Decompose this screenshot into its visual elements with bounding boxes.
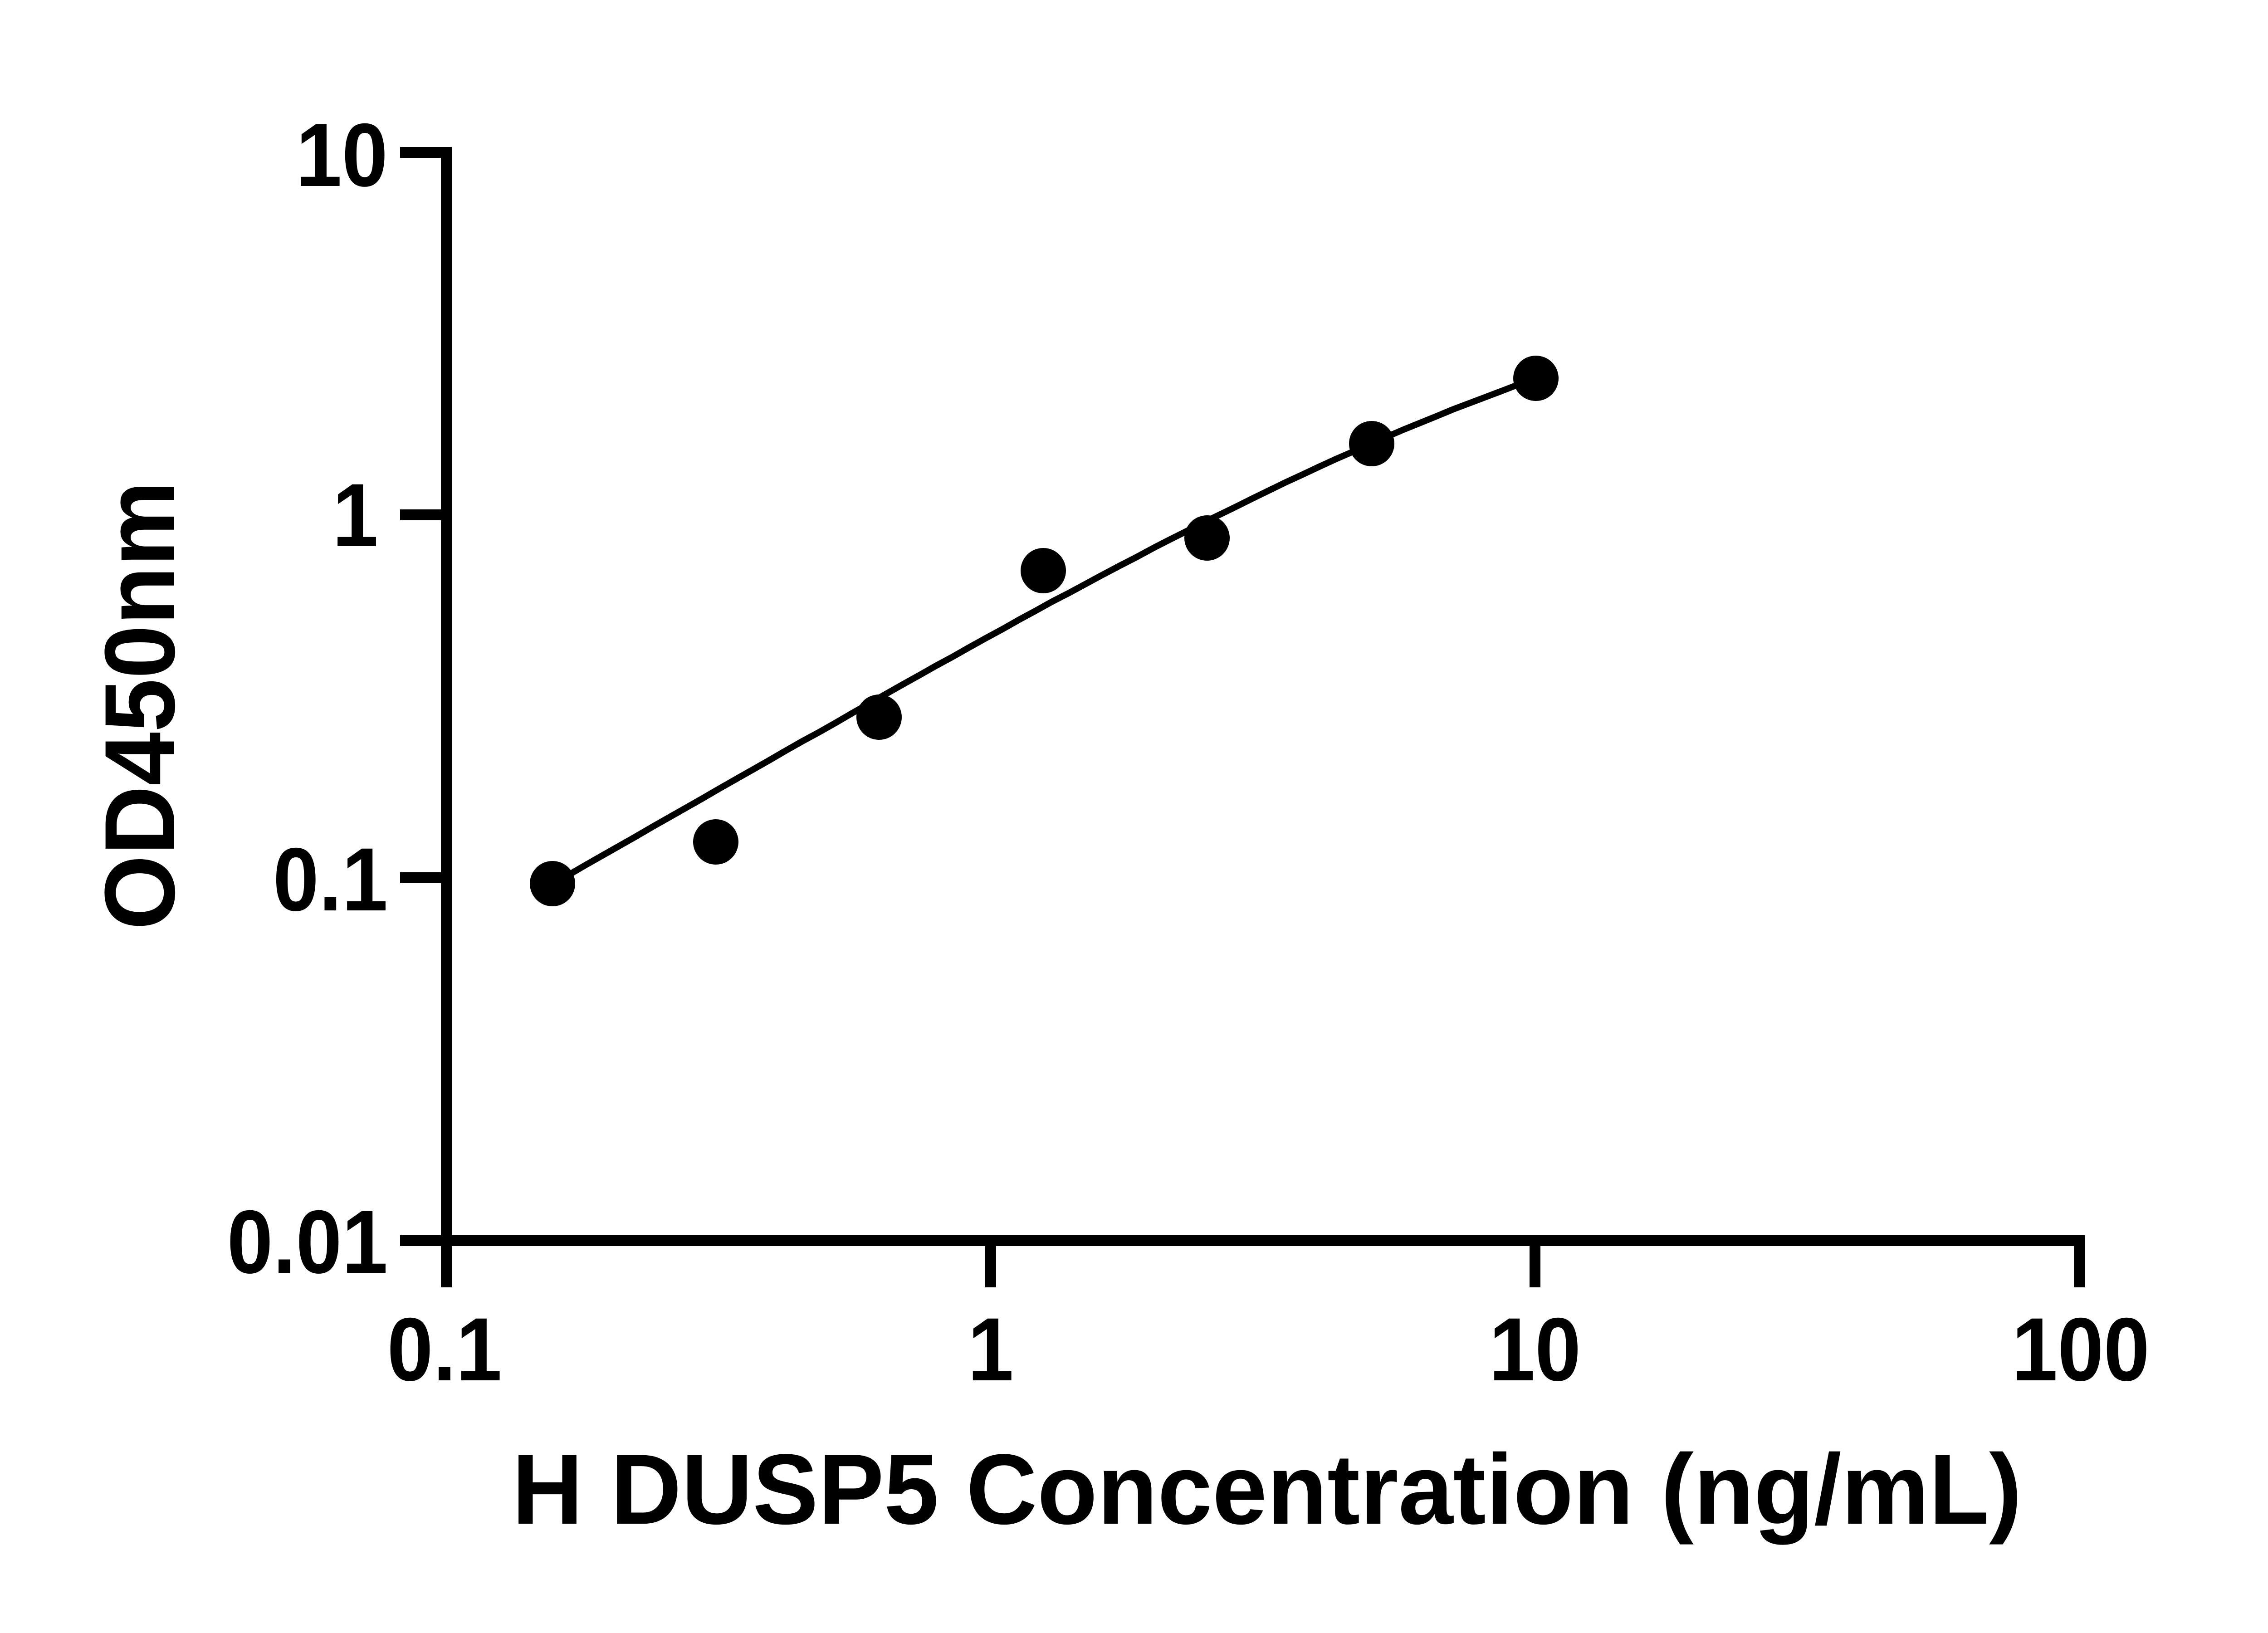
svg-text:100: 100 [2012, 1300, 2150, 1400]
svg-text:0.1: 0.1 [387, 1300, 502, 1400]
svg-text:10: 10 [296, 105, 388, 205]
svg-text:0.1: 0.1 [273, 830, 388, 930]
svg-text:1: 1 [332, 465, 378, 566]
svg-text:OD450nm: OD450nm [83, 481, 195, 930]
svg-text:0.01: 0.01 [227, 1192, 388, 1292]
svg-text:1: 1 [968, 1300, 1013, 1400]
svg-text:10: 10 [1489, 1300, 1581, 1400]
svg-text:H DUSP5 Concentration (ng/mL): H DUSP5 Concentration (ng/mL) [512, 1434, 2022, 1545]
